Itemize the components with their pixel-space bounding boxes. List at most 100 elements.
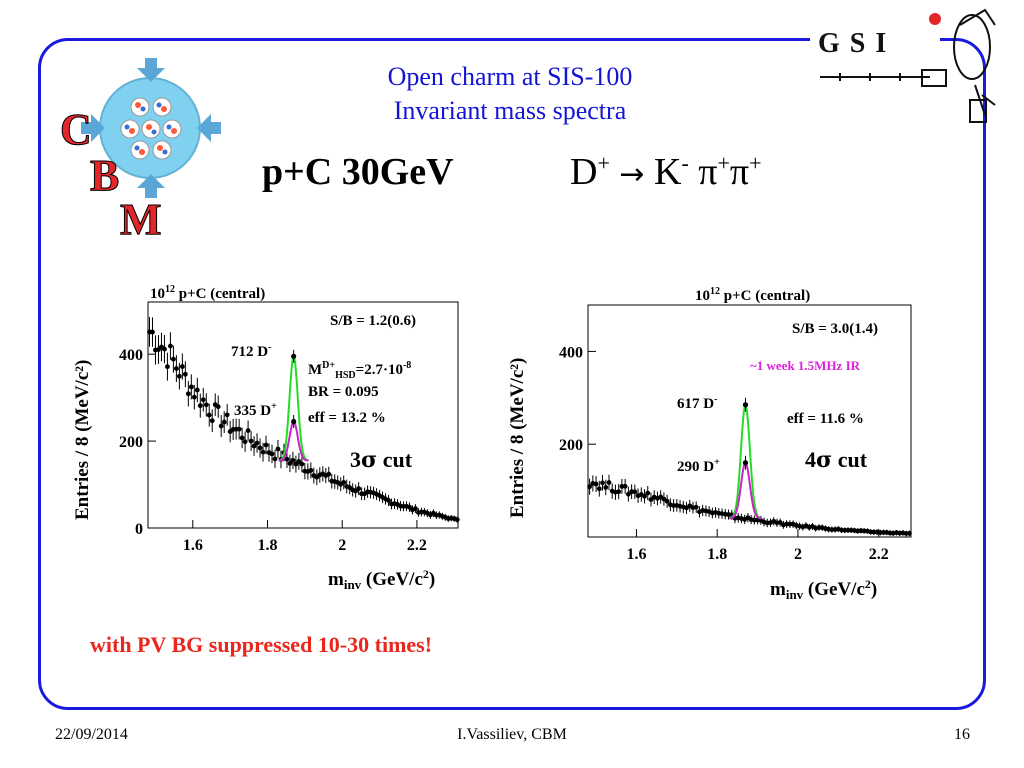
data-point [622, 483, 628, 489]
chart-title: 1012 p+C (central) [695, 286, 810, 304]
x-axis-label: minv (GeV/c2) [770, 577, 877, 602]
data-point [185, 391, 191, 397]
x-axis-label: minv (GeV/c2) [328, 567, 435, 592]
cbm-detector-icon [81, 58, 221, 198]
cut-label: 4σ cut [805, 447, 868, 473]
data-point [168, 343, 173, 349]
magenta-peak-label: 335 D+ [234, 401, 277, 419]
y-tick-label: 400 [119, 347, 143, 364]
data-point [625, 491, 631, 497]
data-point [272, 456, 278, 462]
data-point [356, 486, 362, 492]
data-point [603, 485, 609, 490]
data-point [600, 480, 605, 486]
data-point [191, 394, 197, 400]
data-point [642, 493, 647, 499]
data-point [341, 480, 347, 485]
magenta-peak-label: 290 D+ [677, 457, 720, 475]
x-tick-label: 2 [338, 537, 346, 554]
data-point [269, 451, 275, 457]
data-point [224, 412, 230, 418]
data-point [194, 387, 200, 393]
data-point [209, 418, 215, 424]
data-point [203, 402, 209, 408]
mass-info: MD+HSD=2.7·10-8 [308, 360, 411, 381]
y-axis-label: Entries / 8 (MeV/c²) [507, 358, 528, 518]
x-tick-label: 2.2 [869, 546, 889, 563]
cut-label: 3σ cut [350, 447, 413, 473]
efficiency: eff = 11.6 % [787, 411, 864, 427]
data-point [245, 428, 251, 433]
data-point [188, 384, 194, 390]
x-tick-label: 1.8 [258, 537, 278, 554]
sb-ratio: S/B = 1.2(0.6) [330, 313, 416, 329]
y-tick-label: 200 [559, 437, 583, 454]
data-point [284, 456, 290, 462]
peak-point [291, 353, 297, 359]
data-point [182, 371, 188, 377]
y-tick-label: 400 [559, 344, 583, 361]
data-point [260, 449, 266, 455]
data-point [287, 461, 293, 466]
data-point [221, 419, 227, 425]
peak-point [742, 460, 749, 466]
mass-spectrum-chart-4sigma: 1012 p+C (central) Entries / 8 (MeV/c²) … [507, 286, 912, 602]
interaction-rate-note: ~1 week 1.5MHz IR [750, 358, 861, 373]
accelerator-ring-icon [820, 8, 996, 123]
data-point [616, 489, 622, 495]
signal-curve-magenta [729, 461, 762, 520]
footer-page-number: 16 [954, 726, 970, 743]
logo-letter-b: B [90, 151, 119, 200]
data-point [587, 484, 593, 490]
data-point [242, 439, 248, 445]
data-point [593, 481, 599, 487]
x-tick-label: 1.8 [707, 546, 727, 563]
data-point [693, 504, 699, 510]
sb-ratio: S/B = 3.0(1.4) [792, 321, 878, 337]
data-point [326, 471, 332, 477]
slide-title-line2: Invariant mass spectra [393, 96, 627, 125]
data-point [645, 490, 651, 496]
signal-curve-green [278, 353, 309, 462]
branching-ratio: BR = 0.095 [308, 384, 379, 400]
chart-title: 1012 p+C (central) [150, 284, 265, 302]
data-point [606, 480, 612, 485]
data-point [200, 397, 206, 403]
x-tick-label: 1.6 [183, 537, 203, 554]
gsi-dot-icon [929, 13, 941, 25]
data-point [165, 364, 170, 370]
data-point [236, 426, 242, 432]
x-tick-label: 2 [794, 546, 802, 563]
data-point [257, 445, 263, 451]
data-point [170, 356, 176, 362]
gsi-text: GSI [818, 28, 896, 59]
data-point [308, 468, 314, 473]
y-tick-label: 0 [135, 521, 143, 538]
data-point [263, 442, 269, 448]
data-point [664, 498, 670, 504]
cbm-logo: C B M [60, 58, 221, 242]
data-point [173, 366, 179, 371]
data-point [275, 446, 281, 452]
data-point [251, 443, 257, 449]
data-point [215, 404, 221, 410]
data-point [906, 530, 912, 536]
efficiency: eff = 13.2 % [308, 410, 386, 426]
data-point [648, 497, 654, 503]
data-point [218, 423, 224, 429]
y-axis-label: Entries / 8 (MeV/c²) [72, 360, 93, 520]
peak-point [742, 402, 749, 408]
data-point [206, 412, 212, 418]
data-point [290, 457, 296, 463]
data-point [413, 506, 418, 512]
data-point [299, 461, 305, 467]
data-point [254, 440, 260, 446]
data-point [150, 329, 155, 335]
data-point [162, 346, 167, 352]
footer-author: I.Vassiliev, CBM [457, 726, 567, 743]
bottom-note: with PV BG suppressed 10-30 times! [90, 632, 433, 657]
logo-letter-c: C [60, 105, 92, 154]
data-point [197, 403, 203, 409]
data-point [239, 435, 245, 441]
peak-point [291, 418, 297, 425]
